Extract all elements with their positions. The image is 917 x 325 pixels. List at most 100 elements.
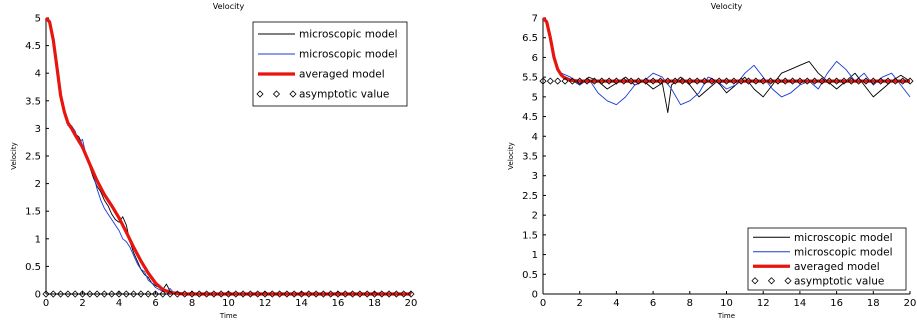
x-tick-label: 12: [259, 298, 272, 309]
legend-marker: [751, 277, 759, 285]
asymptotic-marker: [144, 290, 152, 298]
asymptotic-marker: [319, 290, 327, 298]
y-tick-label: 3.5: [522, 152, 538, 163]
chart-panel-2: Velocity 0 0.5 1 1.5 2 2.5 3 3.5 4 4.5 5 5.5 6 6.5 7 0 2 4…: [507, 2, 916, 320]
x-tick-label: 4: [613, 298, 619, 309]
asymptotic-marker: [188, 290, 196, 298]
x-tick-label: 14: [794, 298, 807, 309]
asymptotic-marker: [341, 290, 349, 298]
legend: microscopic model microscopic model averag…: [252, 21, 408, 107]
asymptotic-marker: [803, 77, 811, 85]
asymptotic-marker: [195, 290, 203, 298]
x-tick-label: 10: [720, 298, 733, 309]
y-tick-label: 4: [532, 132, 538, 143]
asymptotic-marker: [722, 77, 731, 85]
legend-box: [747, 227, 907, 291]
asymptotic-marker: [906, 77, 914, 85]
x-tick-label: 20: [904, 298, 917, 309]
x-tick-label: 16: [332, 298, 345, 309]
asymptotic-marker: [554, 77, 562, 85]
asymptotic-marker: [642, 77, 650, 85]
asymptotic-marker: [239, 290, 247, 298]
asymptotic-marker: [276, 290, 284, 298]
asymptotic-marker: [130, 290, 138, 298]
asymptotic-marker: [730, 77, 738, 85]
asymptotic-marker: [649, 77, 657, 85]
asymptotic-marker: [862, 77, 870, 85]
asymptotic-marker: [407, 290, 415, 298]
y-tick-label: 5: [532, 92, 538, 103]
asymptotic-marker: [811, 77, 819, 85]
series-2-line: [542, 17, 911, 106]
asymptotic-marker: [356, 290, 364, 298]
asymptotic-marker: [78, 290, 87, 298]
y-tick-label: 5.5: [522, 73, 538, 84]
y-tick-label: 0.5: [25, 262, 41, 273]
asymptotic-marker: [203, 290, 211, 298]
y-tick-label: 6: [532, 53, 538, 64]
asymptotic-marker: [796, 77, 804, 85]
y-tick-label: 0.5: [522, 270, 538, 281]
y-tick-label: 6.5: [522, 33, 538, 44]
legend-marker: [256, 90, 264, 98]
series-1-line: [542, 17, 911, 114]
y-tick-label: 1.5: [25, 207, 41, 218]
legend-entry: asymptotic value: [299, 89, 389, 101]
asymptotic-marker: [634, 77, 642, 85]
asymptotic-marker: [378, 290, 386, 298]
legend-box: [252, 21, 408, 107]
asymptotic-marker: [678, 77, 687, 85]
asymptotic-marker: [86, 290, 94, 298]
asymptotic-marker: [759, 77, 767, 85]
asymptotic-marker: [57, 290, 65, 298]
asymptotic-marker: [49, 290, 57, 298]
asymptotic-marker: [715, 77, 723, 85]
y-tick-label: 4: [35, 69, 41, 80]
asymptotic-marker: [700, 77, 709, 85]
legend-marker: [289, 90, 297, 98]
y-tick-label: 5: [35, 14, 41, 25]
asymptotic-marker: [891, 77, 899, 85]
legend: microscopic model microscopic model averag…: [747, 227, 907, 291]
asymptotic-marker: [598, 77, 606, 85]
asymptotic-marker: [869, 77, 877, 85]
asymptotic-marker: [166, 290, 174, 298]
x-tick-label: 20: [405, 298, 418, 309]
y-tick-label: 3: [35, 124, 41, 135]
y-tick-label: 4.5: [25, 41, 41, 52]
asymptotic-marker: [612, 77, 620, 85]
asymptotic-marker: [93, 290, 101, 298]
asymptotic-marker: [539, 77, 547, 85]
legend-entry: microscopic model: [299, 49, 397, 61]
asymptotic-marker: [349, 290, 357, 298]
asymptotic-marker: [744, 77, 753, 85]
asymptotic-marker: [752, 77, 760, 85]
legend-entry: averaged model: [794, 261, 880, 273]
asymptotic-marker: [108, 290, 116, 298]
asymptotic-marker: [159, 290, 167, 298]
asymptotic-marker: [173, 290, 181, 298]
asymptotic-marker: [305, 290, 313, 298]
series-3-line: [44, 16, 411, 296]
asymptotic-marker: [737, 77, 745, 85]
asymptotic-marker: [620, 77, 628, 85]
asymptotic-marker: [833, 77, 841, 85]
asymptotic-marker: [217, 290, 225, 298]
y-tick-label: 0: [35, 290, 41, 301]
y-tick-label: 2: [35, 179, 41, 190]
asymptotic-marker: [232, 290, 240, 298]
x-tick-label: 8: [189, 298, 195, 309]
x-tick-label: 18: [867, 298, 880, 309]
asymptotic-marker: [671, 77, 679, 85]
asymptotic-marker: [327, 290, 335, 298]
asymptotic-marker: [254, 290, 262, 298]
asymptotic-marker: [312, 290, 320, 298]
asymptotic-marker: [115, 290, 123, 298]
x-tick-label: 18: [368, 298, 381, 309]
y-tick-label: 3: [532, 171, 538, 182]
series-3-line: [541, 16, 910, 83]
asymptotic-marker: [100, 290, 108, 298]
x-tick-label: 0: [540, 298, 546, 309]
legend-marker: [767, 277, 776, 285]
